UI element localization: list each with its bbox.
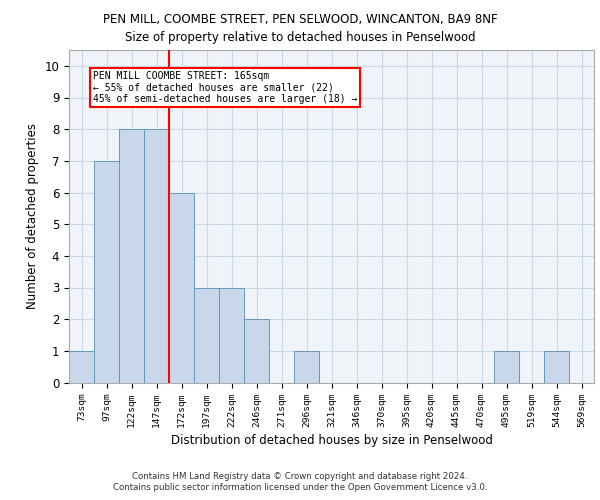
Bar (244, 319, 269, 382)
Bar (294, 351, 319, 382)
Text: PEN MILL COOMBE STREET: 165sqm
← 55% of detached houses are smaller (22)
45% of : PEN MILL COOMBE STREET: 165sqm ← 55% of … (93, 70, 357, 104)
Y-axis label: Number of detached properties: Number of detached properties (26, 123, 39, 309)
Bar (194, 288, 219, 382)
Text: Contains HM Land Registry data © Crown copyright and database right 2024.: Contains HM Land Registry data © Crown c… (132, 472, 468, 481)
Text: Size of property relative to detached houses in Penselwood: Size of property relative to detached ho… (125, 31, 475, 44)
Bar (494, 351, 519, 382)
Text: Contains public sector information licensed under the Open Government Licence v3: Contains public sector information licen… (113, 484, 487, 492)
X-axis label: Distribution of detached houses by size in Penselwood: Distribution of detached houses by size … (170, 434, 493, 446)
Bar (144, 129, 169, 382)
Bar (69, 351, 94, 382)
Bar (94, 161, 119, 382)
Bar (119, 129, 144, 382)
Bar (169, 192, 194, 382)
Bar (219, 288, 244, 382)
Bar (544, 351, 569, 382)
Text: PEN MILL, COOMBE STREET, PEN SELWOOD, WINCANTON, BA9 8NF: PEN MILL, COOMBE STREET, PEN SELWOOD, WI… (103, 12, 497, 26)
